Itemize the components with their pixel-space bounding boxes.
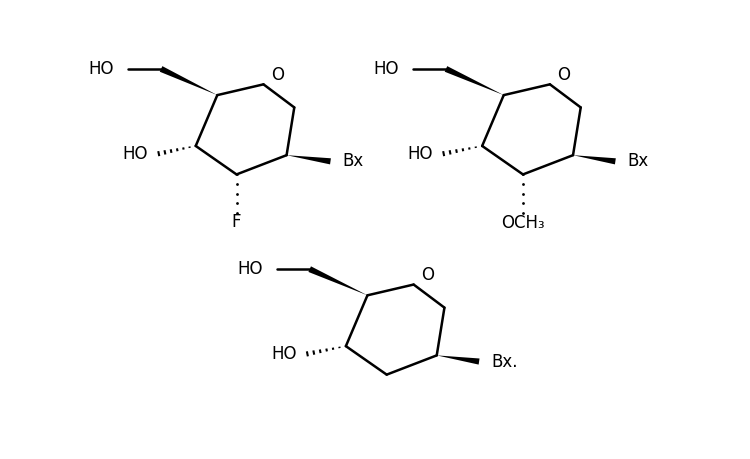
Text: Bx.: Bx.	[491, 353, 518, 370]
Text: HO: HO	[237, 260, 262, 278]
Polygon shape	[286, 155, 331, 164]
Polygon shape	[445, 66, 504, 95]
Text: HO: HO	[122, 145, 148, 162]
Text: O: O	[421, 266, 434, 284]
Text: OCH₃: OCH₃	[501, 214, 544, 232]
Polygon shape	[160, 66, 218, 95]
Text: HO: HO	[271, 345, 296, 363]
Polygon shape	[573, 155, 616, 164]
Text: HO: HO	[407, 145, 433, 162]
Text: HO: HO	[374, 60, 399, 78]
Polygon shape	[308, 266, 368, 295]
Polygon shape	[436, 355, 479, 364]
Text: O: O	[271, 66, 284, 84]
Text: Bx: Bx	[343, 152, 364, 170]
Text: Bx: Bx	[628, 152, 649, 170]
Text: F: F	[232, 213, 242, 231]
Text: HO: HO	[88, 60, 114, 78]
Text: O: O	[557, 66, 570, 84]
